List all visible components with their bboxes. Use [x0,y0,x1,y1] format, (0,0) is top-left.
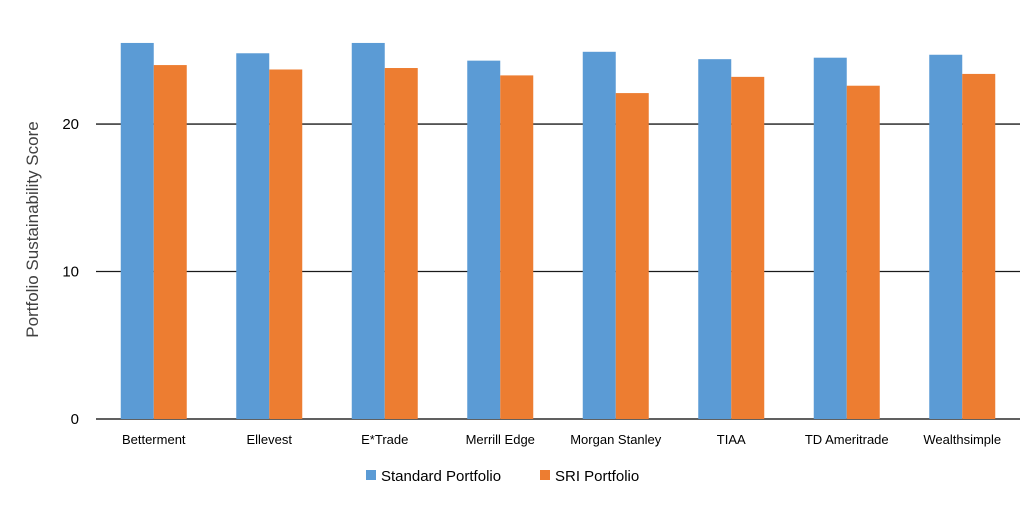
x-category-label: Ellevest [246,432,292,447]
bars [120,42,996,420]
bar-standard-portfolio-5 [698,59,732,420]
bar-standard-portfolio-1 [236,53,270,420]
bar-sri-portfolio-7 [962,73,996,420]
x-category-label: E*Trade [361,432,408,447]
x-category-label: Betterment [122,432,186,447]
bar-sri-portfolio-3 [500,75,534,419]
bar-standard-portfolio-4 [582,51,616,419]
bar-sri-portfolio-5 [731,76,765,419]
bar-sri-portfolio-6 [846,85,880,420]
y-tick-label: 0 [71,411,79,428]
bar-sri-portfolio-4 [615,93,649,420]
x-axis-categories: Betterment Ellevest E*Trade Merrill Edge Mor… [122,432,1001,447]
y-axis-ticks: 0 10 20 [62,116,79,428]
x-category-label: Morgan Stanley [570,432,662,447]
bar-standard-portfolio-0 [120,42,154,420]
x-category-label: TIAA [717,432,746,447]
bar-standard-portfolio-2 [351,42,385,420]
x-category-label: Wealthsimple [923,432,1001,447]
bar-sri-portfolio-0 [153,65,187,419]
x-category-label: TD Ameritrade [805,432,889,447]
bar-standard-portfolio-7 [929,54,963,420]
y-axis-title: Portfolio Sustainability Score [23,121,42,337]
y-tick-label: 10 [62,264,79,281]
x-category-label: Merrill Edge [466,432,535,447]
legend-label: SRI Portfolio [555,468,639,485]
bar-sri-portfolio-1 [269,69,303,419]
legend-label: Standard Portfolio [381,468,501,485]
gridlines [96,123,1020,420]
legend-swatch [366,470,376,480]
bar-standard-portfolio-6 [813,57,847,419]
y-tick-label: 20 [62,116,79,133]
legend: Standard Portfolio SRI Portfolio [366,468,639,485]
bar-standard-portfolio-3 [467,60,501,420]
legend-swatch [540,470,550,480]
bar-sri-portfolio-2 [384,68,418,419]
